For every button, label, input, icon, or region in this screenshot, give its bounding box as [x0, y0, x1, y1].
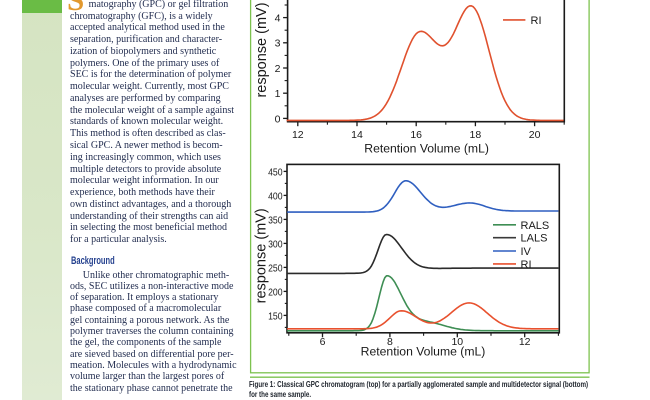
svg-text:response (mV): response (mV): [254, 208, 270, 303]
svg-text:0: 0: [275, 113, 281, 125]
svg-text:2: 2: [275, 63, 281, 75]
svg-text:250: 250: [268, 262, 283, 274]
svg-text:350: 350: [268, 214, 283, 226]
svg-text:12: 12: [292, 129, 304, 141]
svg-text:1: 1: [275, 88, 281, 100]
svg-text:10: 10: [451, 336, 463, 348]
svg-text:200: 200: [268, 286, 283, 298]
svg-text:6: 6: [320, 336, 326, 348]
svg-text:12: 12: [519, 336, 531, 348]
svg-text:18: 18: [470, 129, 482, 141]
svg-text:LALS: LALS: [521, 233, 548, 245]
svg-text:Retention Volume (mL): Retention Volume (mL): [361, 344, 486, 358]
svg-text:3: 3: [275, 38, 281, 50]
svg-text:4: 4: [275, 13, 281, 25]
svg-text:IV: IV: [521, 246, 532, 258]
svg-text:450: 450: [268, 166, 283, 178]
svg-text:response (mV): response (mV): [254, 2, 270, 97]
svg-text:RI: RI: [521, 259, 532, 271]
svg-text:150: 150: [268, 310, 283, 322]
svg-text:RALS: RALS: [521, 220, 550, 232]
svg-text:16: 16: [410, 129, 422, 141]
svg-text:300: 300: [268, 238, 283, 250]
svg-text:8: 8: [387, 336, 393, 348]
svg-text:RI: RI: [531, 15, 542, 27]
svg-text:400: 400: [268, 190, 283, 202]
svg-text:20: 20: [529, 129, 541, 141]
svg-text:14: 14: [351, 129, 363, 141]
svg-text:Retention Volume (mL): Retention Volume (mL): [364, 141, 489, 155]
